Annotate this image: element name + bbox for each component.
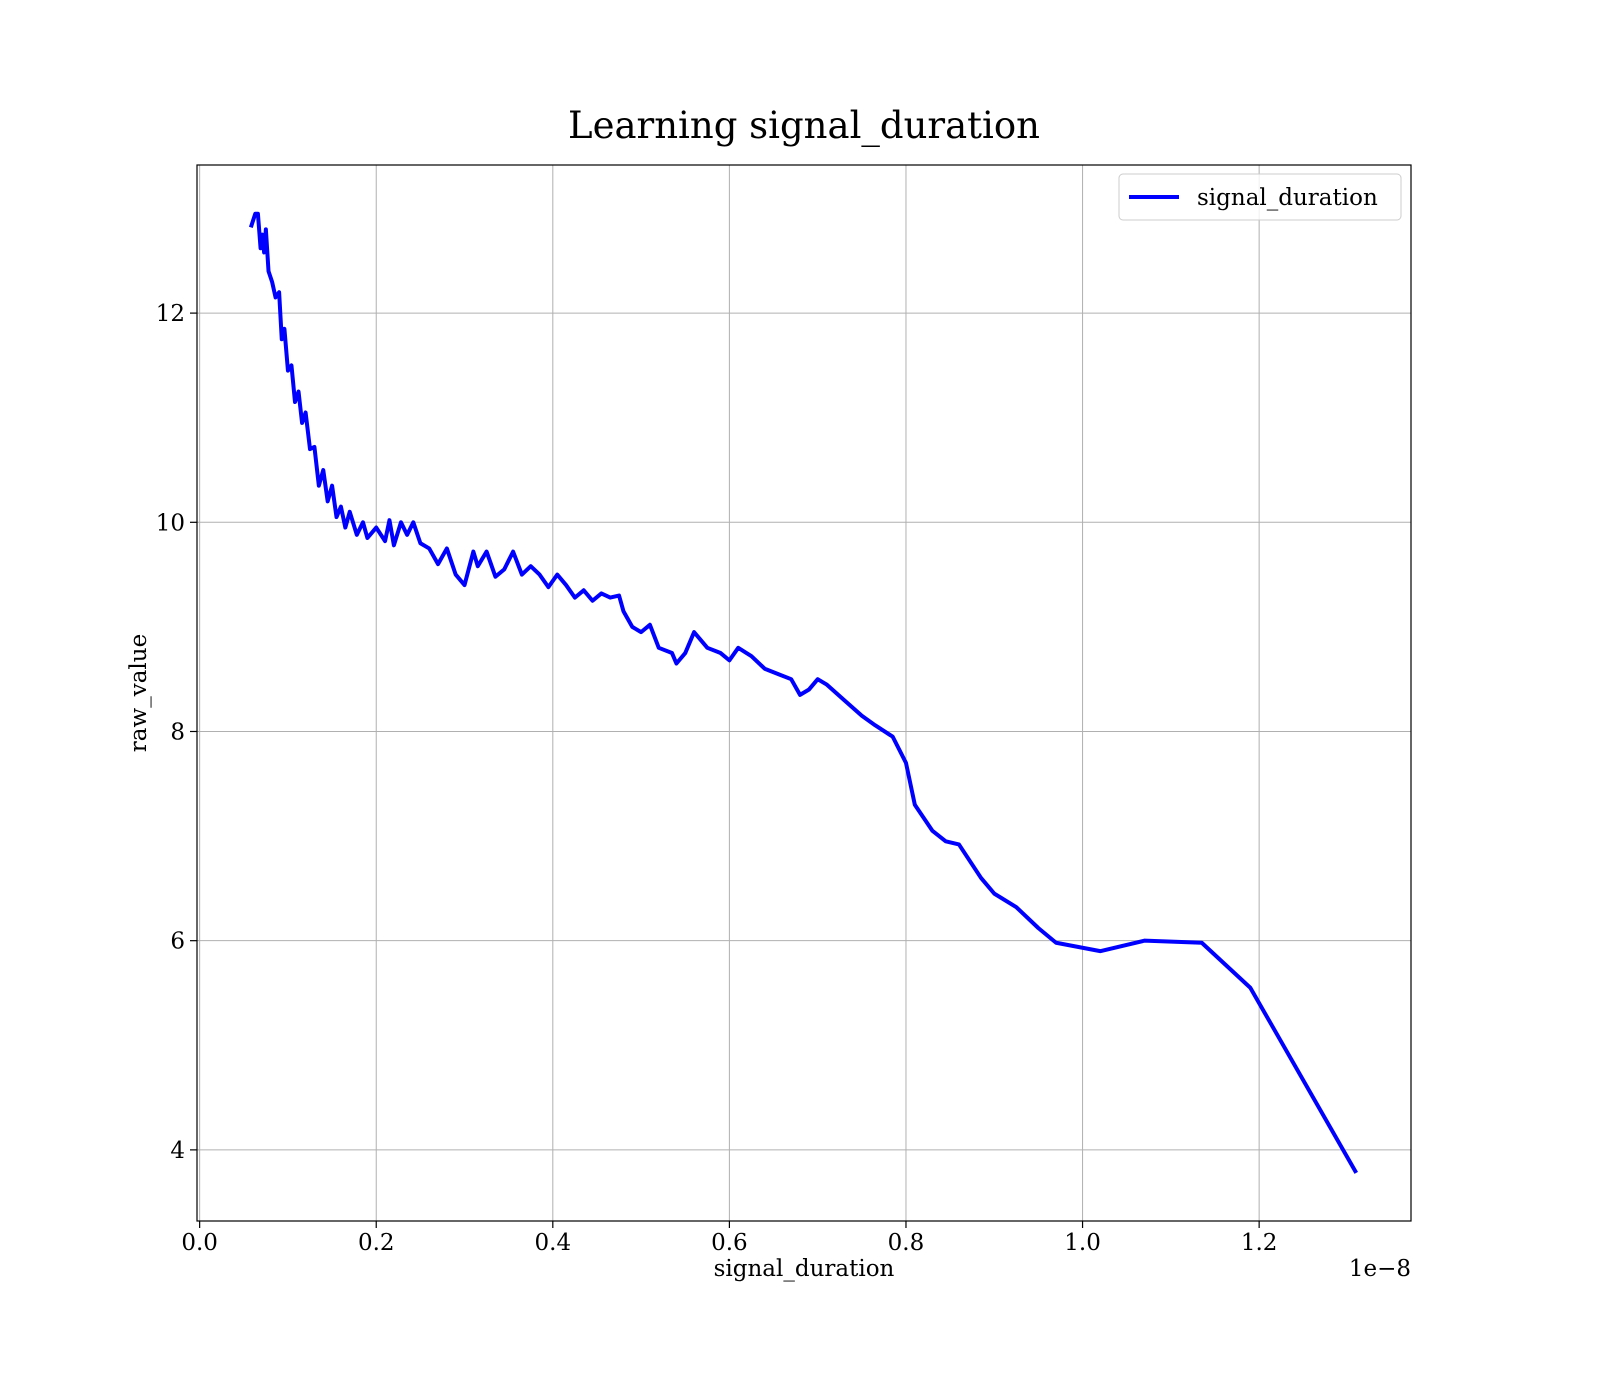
legend: signal_duration	[1118, 173, 1402, 221]
y-axis-label: raw_value	[126, 634, 152, 752]
x-tick-label: 0.6	[711, 1230, 748, 1256]
x-tick-label: 0.2	[358, 1230, 395, 1256]
y-tick-label: 4	[170, 1138, 185, 1164]
axes-frame	[196, 164, 1412, 1222]
data-line	[248, 211, 1358, 1174]
x-offset-label: 1e−8	[1349, 1256, 1411, 1282]
y-tick-label: 6	[170, 929, 185, 955]
x-tick-label: 1.0	[1064, 1230, 1101, 1256]
plot	[248, 211, 1358, 1174]
y-tick-label: 8	[170, 719, 185, 745]
x-tick-label: 0.0	[181, 1230, 218, 1256]
grid: 0.0 0.2 0.4 0.6 0.8 1.0 1.2 4 6 8 10 12	[156, 165, 1411, 1256]
legend-label: signal_duration	[1197, 185, 1378, 211]
x-tick-label: 0.8	[888, 1230, 925, 1256]
x-axis-label: signal_duration	[714, 1256, 895, 1282]
legend-box	[1118, 173, 1402, 221]
chart-title: Learning signal_duration	[568, 104, 1040, 148]
x-tick-label: 1.2	[1241, 1230, 1278, 1256]
x-tick-label: 0.4	[535, 1230, 572, 1256]
y-tick-label: 10	[156, 510, 185, 536]
y-tick-label: 12	[156, 301, 185, 327]
